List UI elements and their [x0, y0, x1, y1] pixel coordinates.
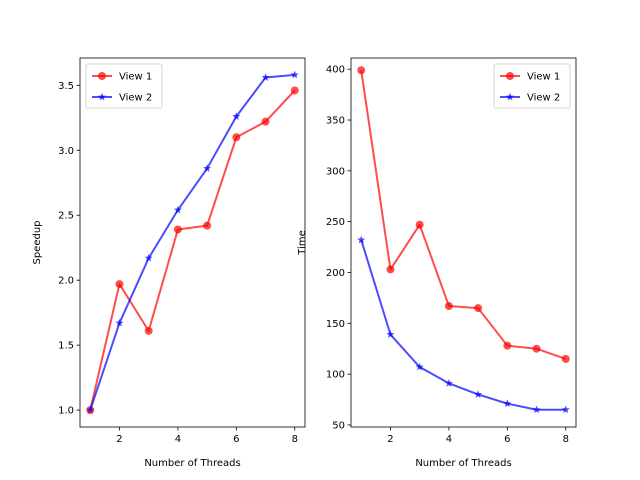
- x-axis-label: Number of Threads: [415, 458, 511, 469]
- x-tick-label: 4: [446, 434, 452, 445]
- data-point: [261, 73, 270, 81]
- x-tick-label: 6: [504, 434, 510, 445]
- legend: View 1 View 2: [493, 63, 571, 109]
- data-point: [290, 86, 299, 95]
- chart-1: 2 4 6 8 1.0 1.5 2.0 2.5 3.0 3.5 Number of Threads S…: [32, 57, 306, 469]
- y-tick-label: 350: [326, 116, 345, 127]
- data-point: [173, 205, 182, 214]
- y-tick-label: 1.5: [58, 341, 74, 352]
- y-tick-label: 3.0: [58, 146, 74, 157]
- y-tick-label: 2.5: [58, 211, 74, 222]
- data-point: [115, 280, 124, 289]
- axes-frame: [350, 57, 577, 428]
- data-point: [474, 390, 483, 398]
- data-point: [503, 341, 512, 350]
- y-tick-label: 250: [326, 217, 345, 228]
- x-axis-label: Number of Threads: [144, 458, 240, 469]
- y-tick-label: 2.0: [58, 276, 74, 287]
- series-line-2: [89, 73, 295, 411]
- axes-frame: [79, 57, 306, 428]
- x-tick-label: 8: [563, 434, 569, 445]
- data-point: [232, 133, 241, 142]
- data-point: [532, 405, 541, 414]
- y-tick-label: 300: [326, 166, 345, 177]
- x-tick-label: 8: [292, 434, 298, 445]
- data-point: [232, 112, 241, 120]
- data-point: [173, 225, 182, 234]
- legend-label: View 2: [527, 93, 560, 104]
- data-point: [415, 220, 424, 229]
- data-point: [290, 70, 299, 79]
- data-point: [86, 405, 95, 414]
- y-tick-label: 50: [332, 420, 345, 431]
- data-point: [115, 318, 124, 327]
- y-tick-label: 150: [326, 319, 345, 330]
- y-tick-label: 100: [326, 370, 345, 381]
- data-point: [415, 362, 424, 371]
- y-tick-label: 3.5: [58, 81, 74, 92]
- legend-label: View 1: [119, 72, 152, 83]
- data-point: [261, 117, 270, 126]
- y-axis-label: Speedup: [32, 220, 43, 264]
- data-point: [444, 302, 453, 311]
- data-point: [474, 304, 483, 313]
- y-tick-label: 200: [326, 268, 345, 279]
- legend-label: View 2: [119, 93, 152, 104]
- data-point: [386, 265, 395, 274]
- data-point: [144, 253, 153, 262]
- x-tick-label: 2: [387, 434, 393, 445]
- legend-marker: [506, 92, 514, 101]
- data-point: [444, 379, 453, 387]
- legend-marker: [506, 72, 514, 80]
- data-point: [357, 66, 366, 75]
- chart-2: 2 4 6 8 50 100 150 200 250 300 350 400 Number of Thr…: [297, 57, 577, 469]
- x-tick-label: 4: [175, 434, 181, 445]
- legend-marker: [98, 92, 106, 101]
- y-axis-label: Time: [297, 230, 308, 255]
- data-point: [561, 354, 570, 363]
- y-tick-label: 1.0: [58, 406, 74, 417]
- data-point: [561, 405, 570, 414]
- x-tick-label: 6: [233, 434, 239, 445]
- series-line-1: [89, 89, 296, 411]
- legend: View 1 View 2: [85, 63, 163, 109]
- legend-label: View 1: [527, 72, 560, 83]
- data-point: [203, 221, 212, 230]
- data-point: [503, 399, 512, 408]
- x-tick-label: 2: [116, 434, 122, 445]
- series-line-2: [360, 239, 566, 411]
- y-tick-label: 400: [326, 65, 345, 76]
- data-point: [386, 330, 395, 338]
- data-point: [144, 326, 153, 335]
- data-point: [532, 344, 541, 353]
- legend-marker: [98, 72, 106, 80]
- data-point: [203, 164, 212, 172]
- series-line-1: [360, 70, 567, 360]
- data-point: [357, 235, 366, 244]
